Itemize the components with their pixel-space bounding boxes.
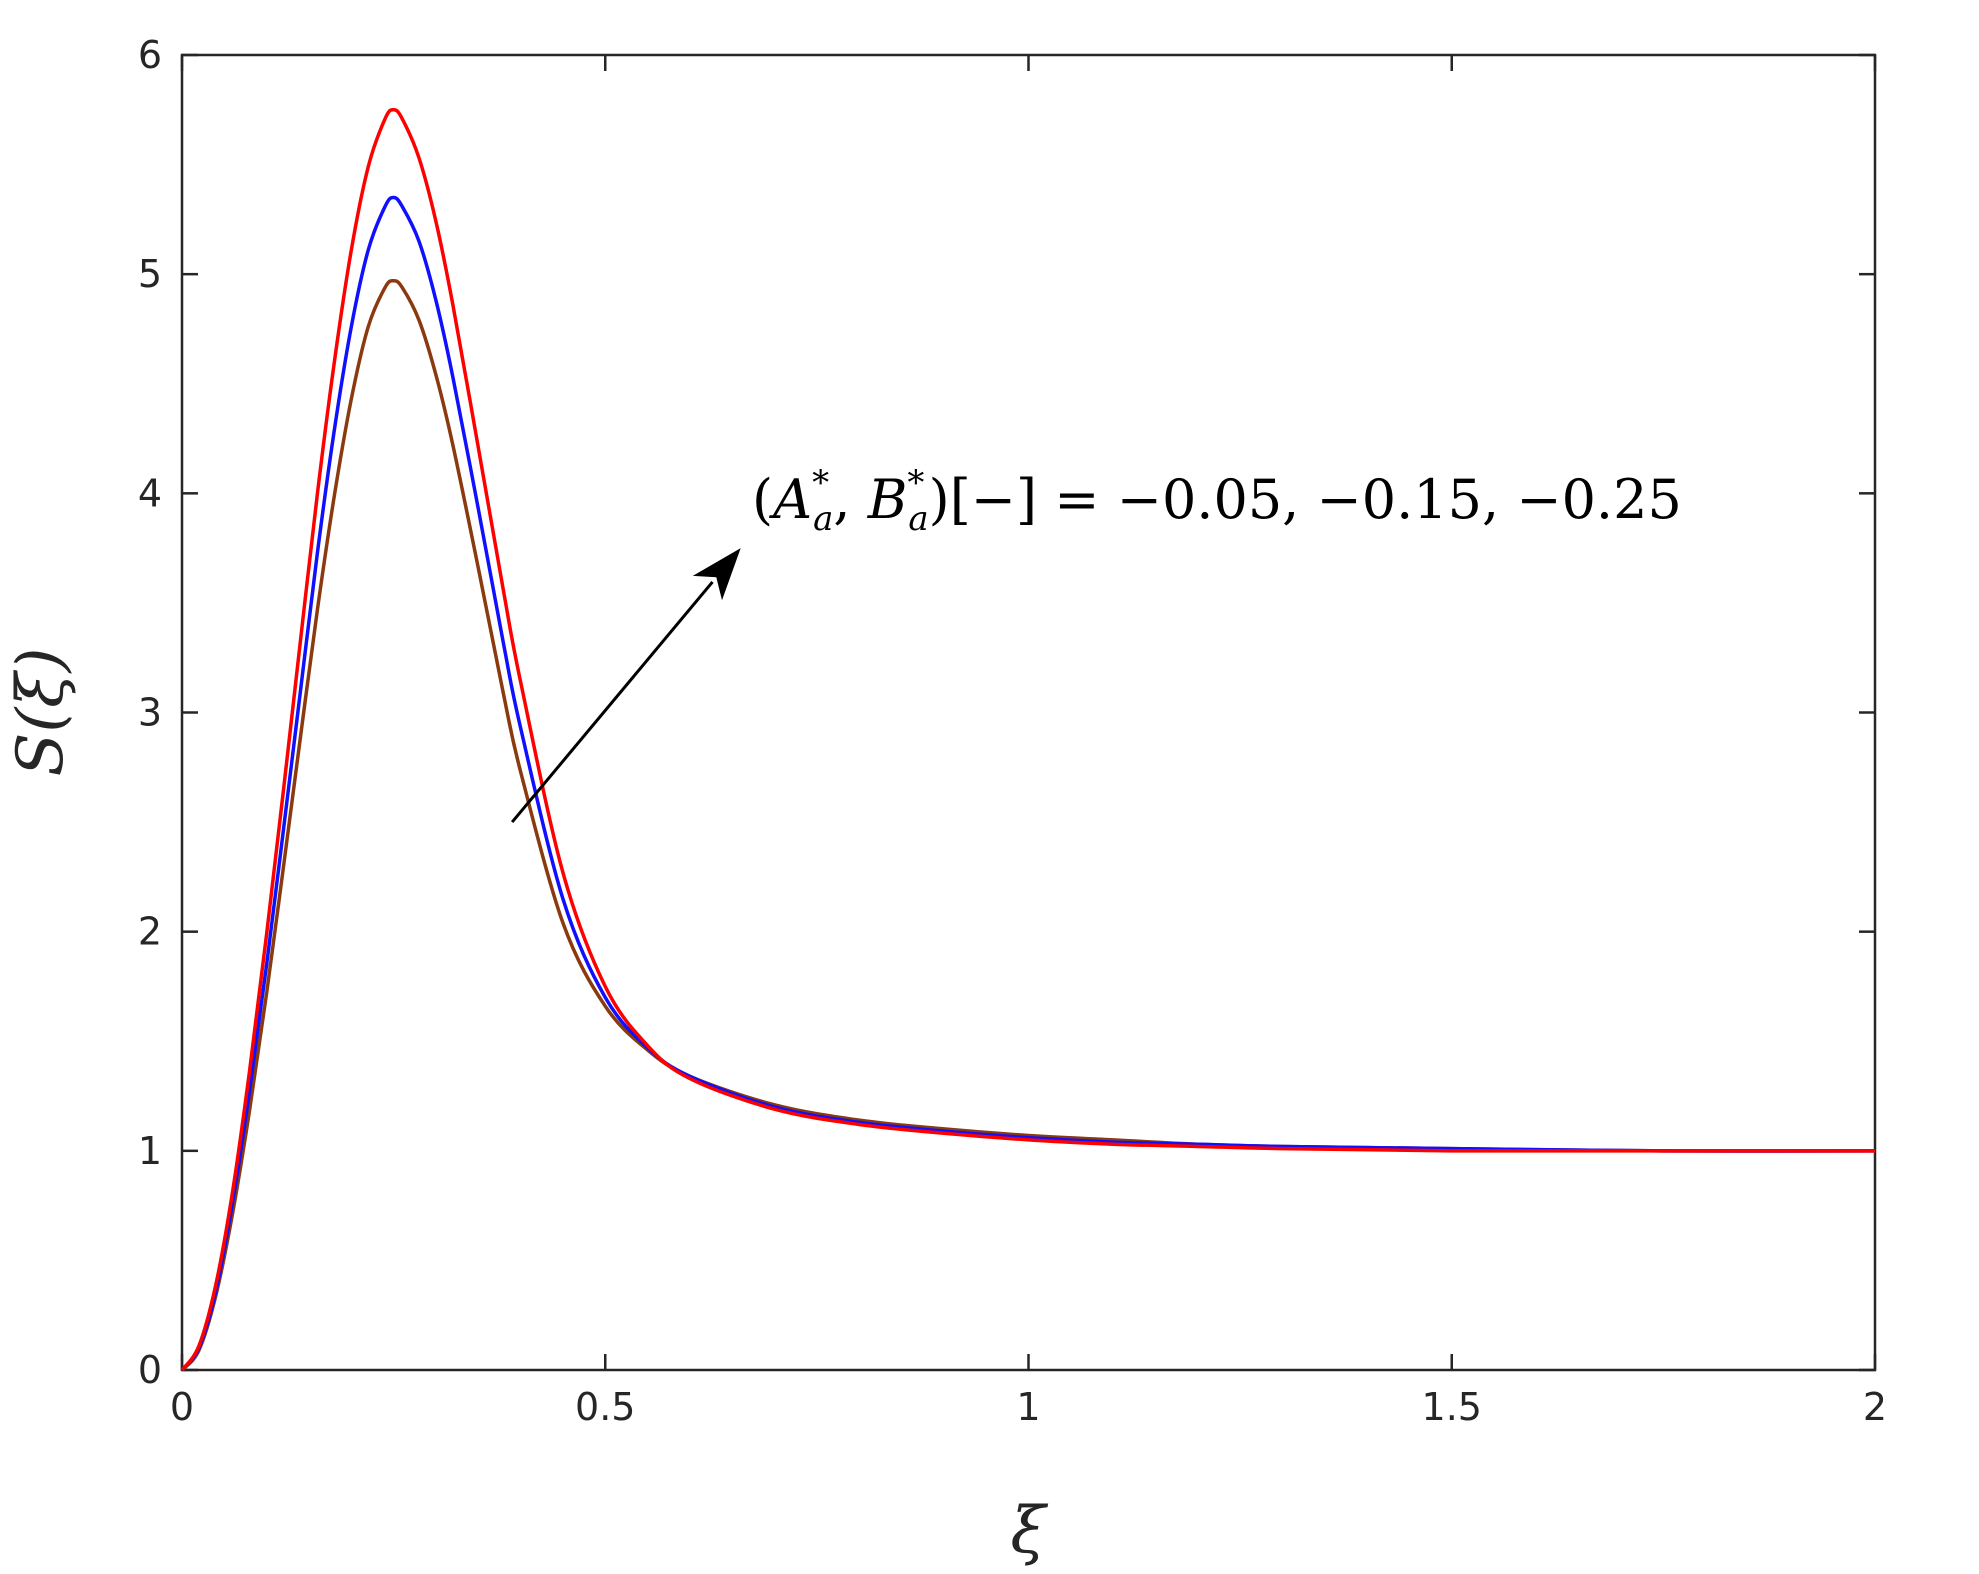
y-tick-label: 5 — [138, 252, 162, 296]
series-lines — [180, 108, 1876, 1372]
plot-area — [180, 53, 1877, 1372]
x-axis-title: ξ — [1010, 1494, 1048, 1568]
arrow-head — [692, 548, 741, 601]
y-axis-title: S(ξ) — [4, 647, 78, 776]
y-tick-label: 1 — [138, 1129, 162, 1173]
x-tick-label: 1 — [1016, 1385, 1040, 1429]
x-tick-label: 0.5 — [575, 1385, 635, 1429]
annotation-arrow — [510, 548, 741, 824]
y-tick-label: 3 — [138, 691, 162, 735]
annotation-label: (A* a, B* a)[−] = −0.05, −0.15, −0.25 — [752, 463, 1682, 539]
x-tick-label: 0 — [170, 1385, 194, 1429]
x-tick-label: 2 — [1863, 1385, 1887, 1429]
y-tick-labels: 0 1 2 3 4 5 6 — [138, 33, 162, 1392]
y-tick-label: 4 — [138, 471, 162, 515]
y-tick-label: 2 — [138, 910, 162, 954]
arrow-shaft — [510, 580, 714, 824]
y-tick-label: 6 — [138, 33, 162, 77]
x-tick-label: 1.5 — [1422, 1385, 1482, 1429]
x-tick-labels: 0 0.5 1 1.5 2 — [170, 1385, 1887, 1429]
y-tick-label: 0 — [138, 1348, 162, 1392]
series-line-3 — [180, 108, 1875, 1372]
series-line-2 — [180, 195, 1876, 1372]
